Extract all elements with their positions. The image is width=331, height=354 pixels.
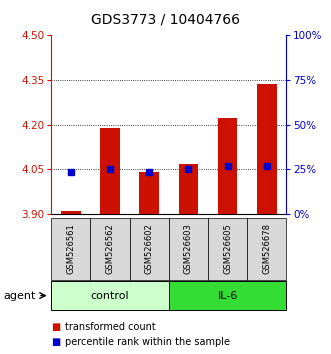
Text: agent: agent (3, 291, 36, 301)
Text: percentile rank within the sample: percentile rank within the sample (65, 337, 229, 347)
Bar (100, 128, 120, 214)
Text: GSM526605: GSM526605 (223, 223, 232, 274)
Bar (61, 211, 81, 214)
Text: GSM526603: GSM526603 (184, 223, 193, 274)
Text: GSM526561: GSM526561 (67, 223, 75, 274)
Text: GSM526678: GSM526678 (262, 223, 271, 274)
Text: ■: ■ (51, 322, 61, 332)
Bar (257, 84, 276, 214)
Bar (179, 164, 198, 214)
Text: control: control (91, 291, 129, 301)
Text: GSM526602: GSM526602 (145, 223, 154, 274)
Bar (218, 118, 237, 214)
Text: ■: ■ (51, 337, 61, 347)
Text: GSM526562: GSM526562 (106, 223, 115, 274)
Bar (139, 172, 159, 214)
Text: IL-6: IL-6 (217, 291, 238, 301)
Text: GDS3773 / 10404766: GDS3773 / 10404766 (91, 12, 240, 27)
Text: transformed count: transformed count (65, 322, 155, 332)
